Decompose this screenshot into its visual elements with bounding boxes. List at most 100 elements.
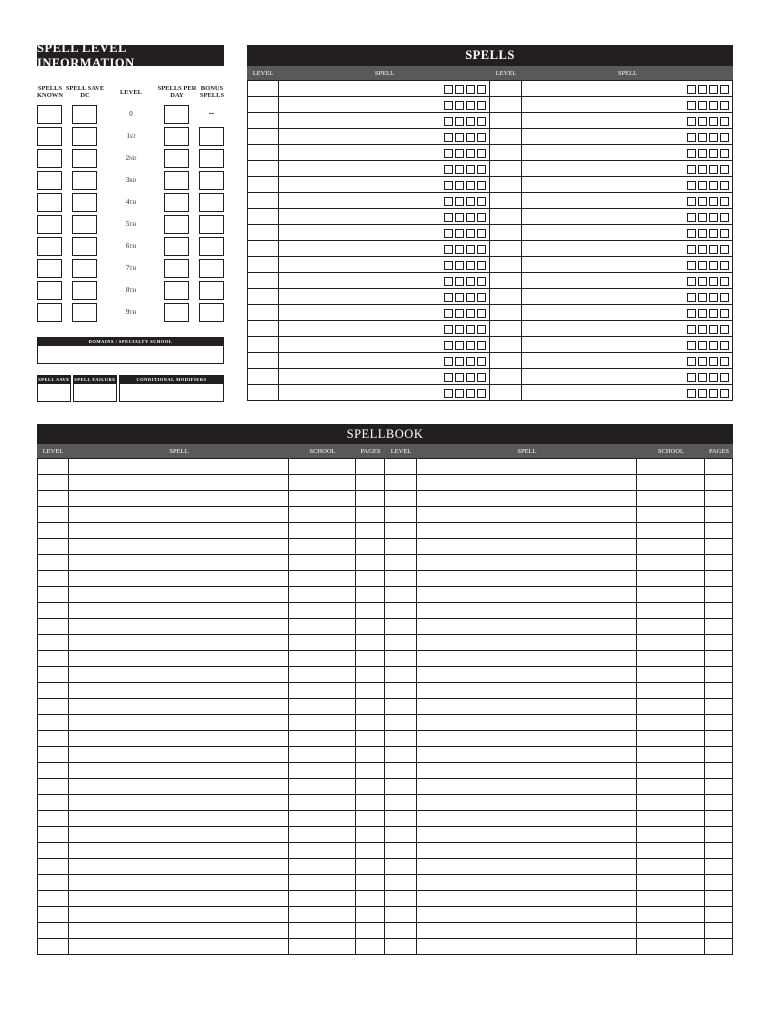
table-cell (417, 779, 637, 795)
table-cell (637, 875, 705, 891)
checkbox (466, 116, 475, 126)
checkbox (709, 148, 718, 158)
input-box (164, 193, 189, 212)
checkbox (720, 324, 729, 334)
table-cell (356, 507, 385, 523)
checkbox (687, 212, 696, 222)
table-cell (385, 827, 417, 843)
checkbox (687, 260, 696, 270)
checkbox (720, 196, 729, 206)
table-cell (248, 193, 279, 209)
checkbox (455, 148, 464, 158)
table-cell (69, 779, 289, 795)
table-cell (356, 763, 385, 779)
checkbox (455, 372, 464, 382)
checkbox (687, 308, 696, 318)
table-cell (522, 193, 733, 209)
table-cell (417, 811, 637, 827)
input-box (37, 127, 62, 146)
table-cell (417, 923, 637, 939)
table-cell (289, 491, 356, 507)
table-cell (417, 827, 637, 843)
table-cell (279, 113, 490, 129)
input-box (72, 105, 97, 124)
column-header: SPELL (522, 66, 733, 80)
checkbox (698, 340, 707, 350)
table-cell (637, 795, 705, 811)
column-header: LEVEL (247, 66, 279, 80)
checkbox (455, 196, 464, 206)
checkbox (698, 212, 707, 222)
table-cell (289, 763, 356, 779)
bonus-dash: – (209, 108, 214, 120)
table-cell (279, 273, 490, 289)
table-cell (69, 555, 289, 571)
table-cell (522, 353, 733, 369)
table-cell (69, 635, 289, 651)
table-cell (289, 907, 356, 923)
table-cell (279, 225, 490, 241)
checkbox (455, 388, 464, 398)
table-cell (279, 209, 490, 225)
table-cell (289, 587, 356, 603)
table-cell (417, 491, 637, 507)
checkbox (455, 212, 464, 222)
table-cell (38, 491, 69, 507)
input-box (37, 281, 62, 300)
checkbox (709, 292, 718, 302)
checkbox (709, 196, 718, 206)
table-cell (490, 81, 522, 97)
checkbox (709, 388, 718, 398)
checkbox (698, 372, 707, 382)
table-cell (38, 475, 69, 491)
table-cell (705, 667, 733, 683)
checkbox (444, 164, 453, 174)
table-cell (356, 939, 385, 955)
table-cell (385, 763, 417, 779)
table-cell (637, 619, 705, 635)
table-cell (69, 603, 289, 619)
checkbox (444, 340, 453, 350)
table-cell (637, 555, 705, 571)
table-cell (356, 571, 385, 587)
table-cell (289, 811, 356, 827)
checkbox (698, 148, 707, 158)
checkbox (698, 244, 707, 254)
checkbox (466, 340, 475, 350)
table-cell (289, 699, 356, 715)
checkbox (477, 148, 486, 158)
input-box (199, 127, 224, 146)
table-cell (637, 891, 705, 907)
input-box (72, 171, 97, 190)
table-cell (637, 491, 705, 507)
table-cell (69, 827, 289, 843)
checkbox (455, 228, 464, 238)
table-cell (289, 795, 356, 811)
table-cell (417, 843, 637, 859)
table-cell (248, 369, 279, 385)
table-cell (248, 81, 279, 97)
table-cell (356, 491, 385, 507)
checkbox (687, 372, 696, 382)
table-cell (289, 571, 356, 587)
level-label: 6th (125, 241, 137, 250)
table-cell (248, 177, 279, 193)
checkbox (698, 180, 707, 190)
checkbox (687, 148, 696, 158)
checkbox (698, 132, 707, 142)
input-box (199, 303, 224, 322)
table-cell (490, 97, 522, 113)
table-cell (490, 225, 522, 241)
table-cell (289, 683, 356, 699)
checkbox (477, 228, 486, 238)
table-cell (385, 731, 417, 747)
table-cell (38, 827, 69, 843)
table-cell (356, 475, 385, 491)
checkbox (687, 84, 696, 94)
table-cell (490, 113, 522, 129)
table-cell (69, 859, 289, 875)
table-cell (417, 475, 637, 491)
table-cell (637, 811, 705, 827)
table-cell (69, 571, 289, 587)
